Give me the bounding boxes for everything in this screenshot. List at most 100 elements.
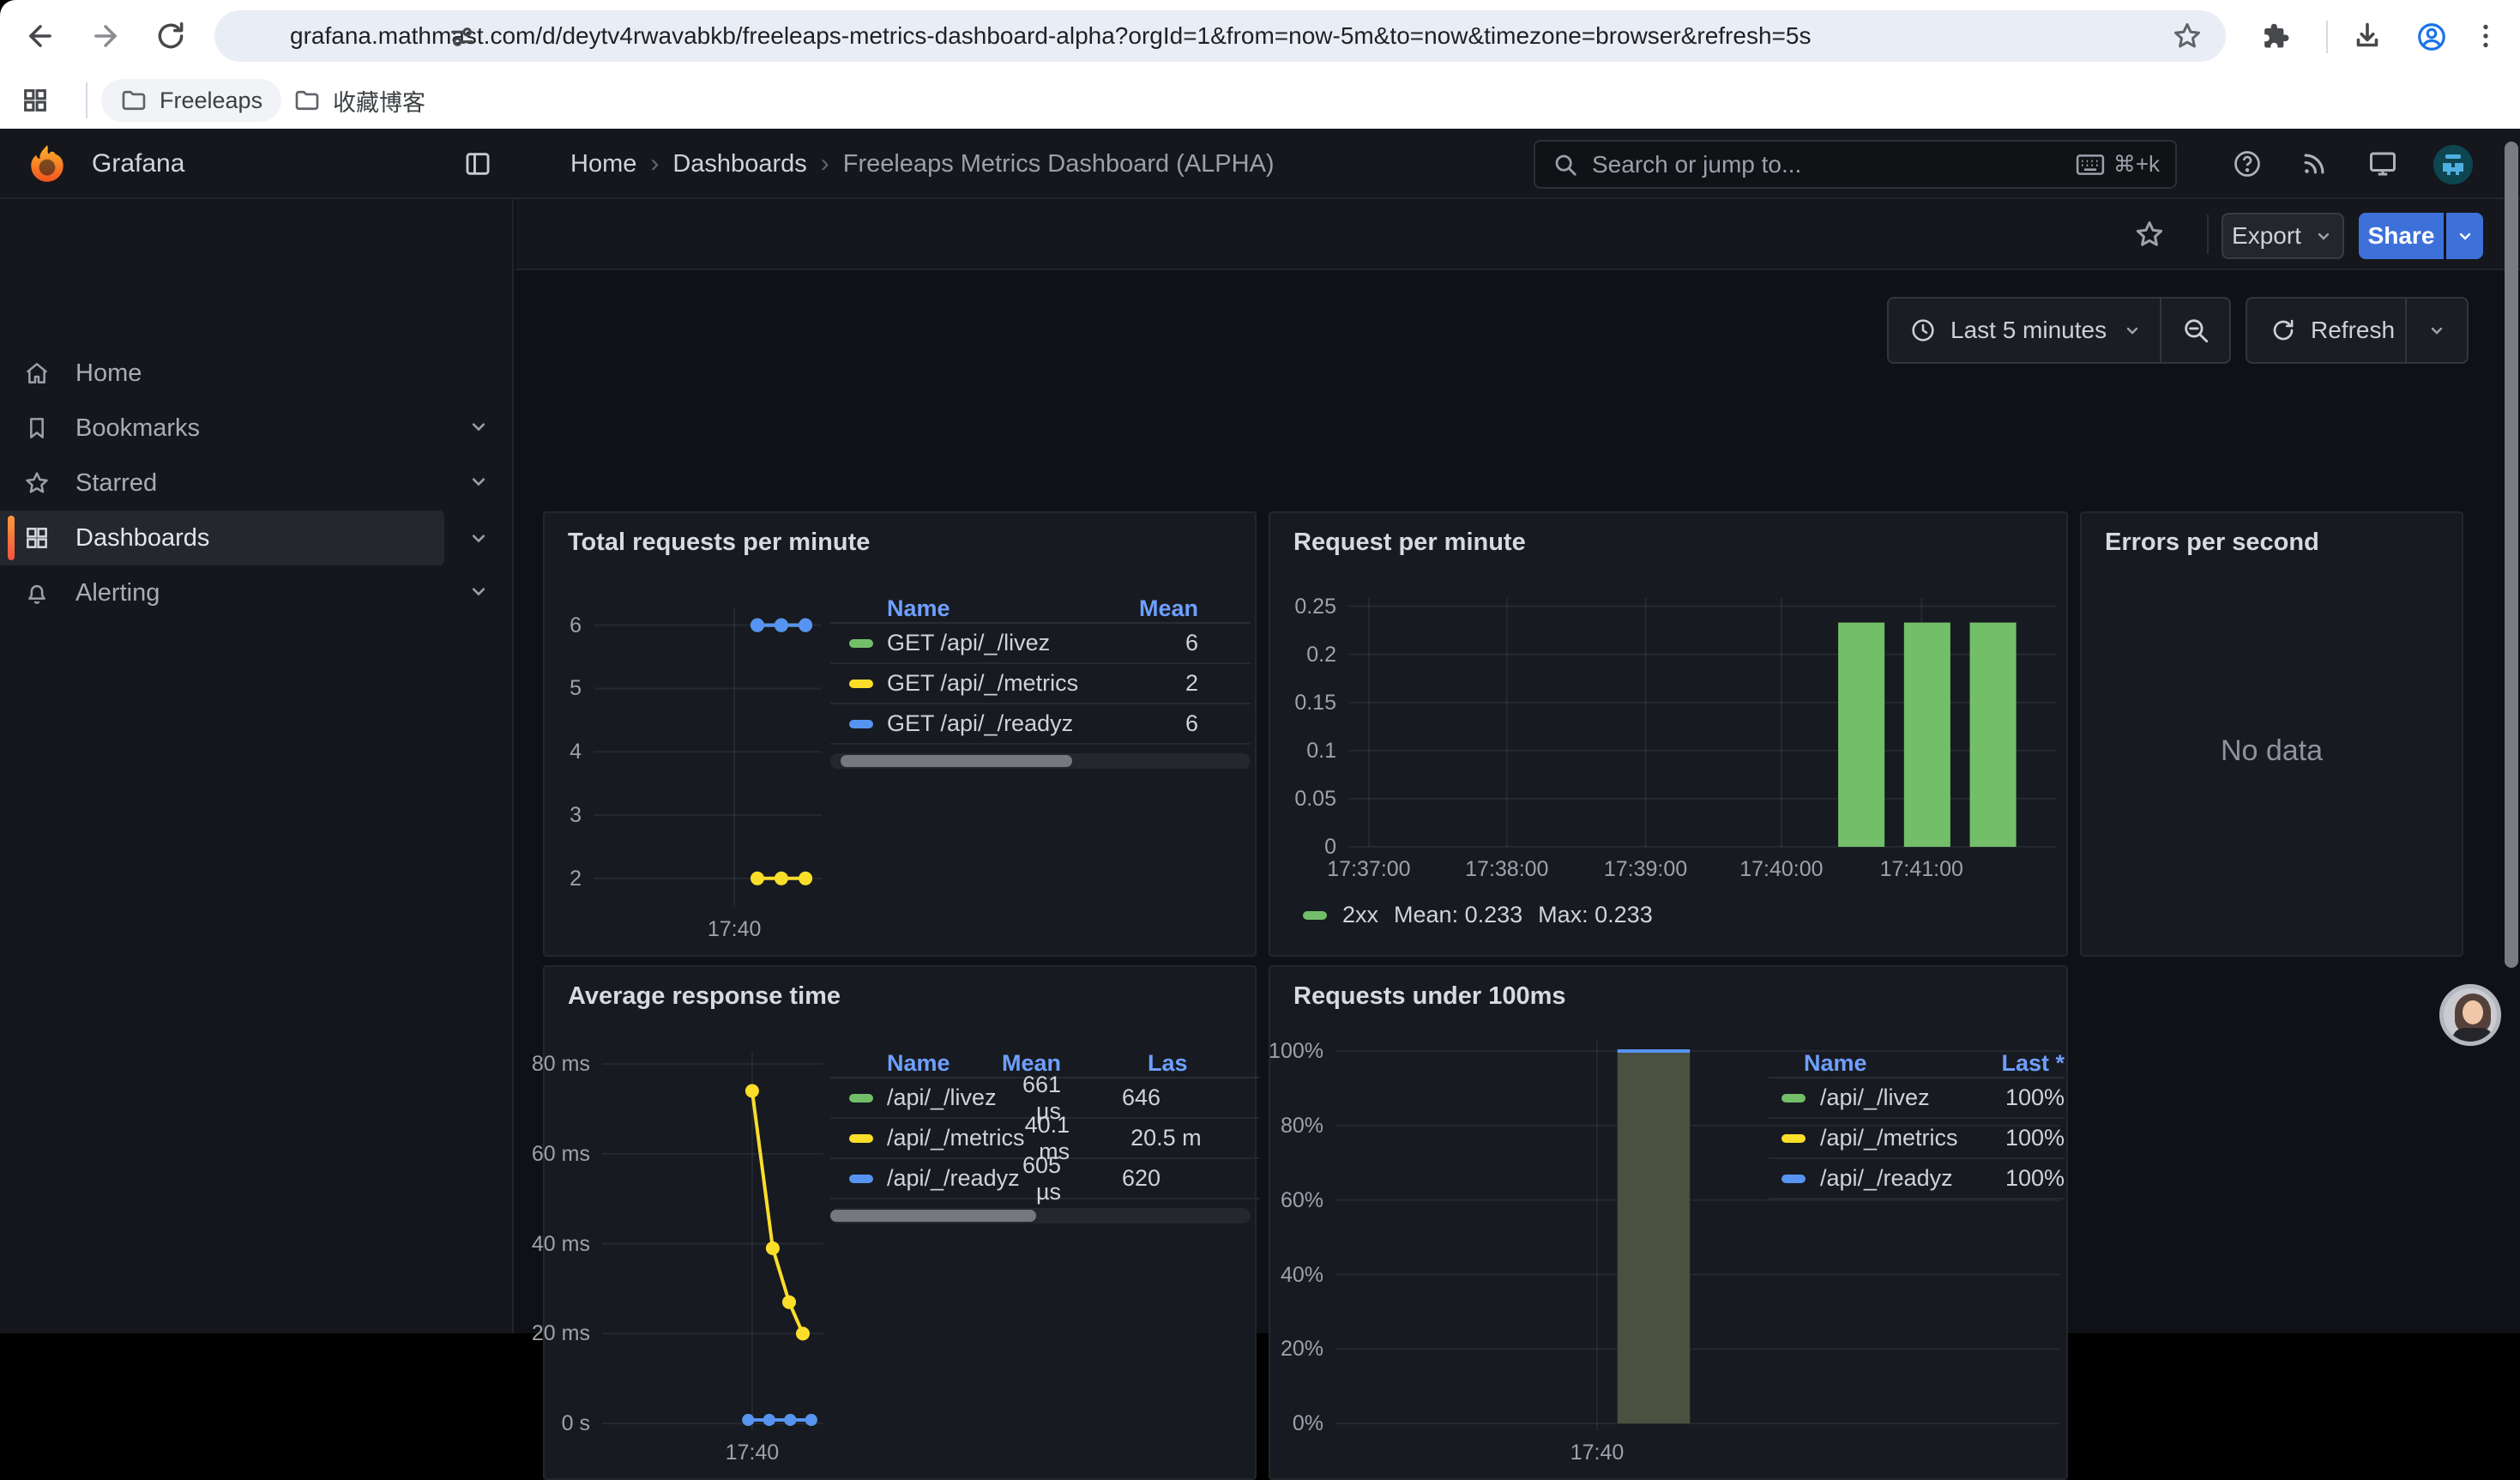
sidebar-item-label: Bookmarks — [75, 414, 201, 442]
panel-request-per-minute[interactable]: Request per minute 0 0.05 0.1 0.15 0.2 0.25 17… — [1269, 511, 2068, 957]
legend-row[interactable]: /api/_/metrics 100% — [1769, 1119, 2065, 1159]
refresh-button[interactable]: Refresh — [2246, 297, 2469, 364]
col-mean[interactable]: Mean — [1001, 1050, 1061, 1076]
line-chart[interactable]: 2 3 4 5 6 17:40 — [570, 607, 822, 941]
brand-name[interactable]: Grafana — [92, 149, 185, 178]
panel-title[interactable]: Average response time — [568, 982, 841, 1010]
reload-icon[interactable] — [154, 20, 187, 52]
col-last[interactable]: Las — [1148, 1050, 1188, 1076]
col-name[interactable]: Name — [1804, 1050, 1867, 1076]
legend-row[interactable]: /api/_/livez 661 µs 646 — [830, 1072, 1259, 1124]
page-scrollbar[interactable] — [2505, 142, 2518, 968]
legend-row[interactable]: /api/_/metrics 40.1 ms 20.5 m — [830, 1112, 1259, 1164]
legend-header: Name Mean Las — [830, 1050, 1259, 1078]
series-last: 100% — [2005, 1084, 2065, 1110]
legend-header: Name Last * — [1769, 1050, 2065, 1078]
url-text[interactable]: grafana.mathmast.com/d/deytv4rwavabkb/fr… — [290, 22, 1812, 49]
chevron-down-icon[interactable] — [467, 579, 491, 607]
address-bar[interactable]: grafana.mathmast.com/d/deytv4rwavabkb/fr… — [214, 10, 2226, 62]
legend-row[interactable]: GET /api/_/readyz 6 — [830, 704, 1251, 745]
site-info-icon[interactable] — [448, 22, 477, 56]
sidebar-item-dashboards[interactable]: Dashboards — [0, 510, 444, 565]
legend-scrollbar[interactable] — [830, 1208, 1251, 1223]
forward-icon[interactable] — [89, 20, 122, 52]
news-rss-icon[interactable] — [2288, 129, 2340, 199]
legend-rows: /api/_/livez 661 µs 646 /api/_/metrics 4… — [830, 1072, 1259, 1205]
browser-menu-icon[interactable] — [2470, 21, 2501, 51]
profile-icon[interactable] — [2415, 21, 2448, 53]
breadcrumb-dashboards[interactable]: Dashboards — [672, 149, 807, 178]
panel-total-requests[interactable]: Total requests per minute 2 3 4 5 6 17:40 Nam… — [543, 511, 1257, 957]
panel-title[interactable]: Request per minute — [1293, 529, 1526, 556]
panel-errors-per-second[interactable]: Errors per second No data — [2080, 511, 2463, 957]
keyboard-icon — [2076, 154, 2104, 175]
bookmark-folder-freeleaps[interactable]: Freeleaps — [101, 79, 282, 122]
share-menu-button[interactable] — [2446, 213, 2483, 259]
panel-title[interactable]: Total requests per minute — [568, 529, 871, 556]
search-input[interactable]: Search or jump to... ⌘+k — [1534, 140, 2177, 189]
zoom-out-icon[interactable] — [2161, 316, 2229, 345]
grafana-logo[interactable] — [26, 142, 69, 190]
col-name[interactable]: Name — [887, 1050, 950, 1076]
series-name: GET /api/_/metrics — [887, 670, 1079, 696]
panel-title[interactable]: Errors per second — [2105, 529, 2319, 556]
series-name[interactable]: 2xx — [1342, 902, 1379, 927]
series-name: /api/_/metrics — [887, 1125, 1025, 1151]
share-button[interactable]: Share — [2359, 213, 2444, 259]
help-icon[interactable] — [2222, 129, 2273, 199]
panel-average-response-time[interactable]: Average response time 0 s 20 ms 40 ms 60 ms… — [532, 965, 1259, 1480]
sidebar-item-home[interactable]: Home — [0, 346, 514, 401]
home-icon — [23, 359, 51, 387]
legend-table: Name Last * /api/_/livez 100% /api/_/met… — [1769, 1050, 2065, 1199]
col-last[interactable]: Last * — [2001, 1050, 2065, 1076]
legend-row[interactable]: GET /api/_/livez 6 — [830, 624, 1251, 664]
legend-row[interactable]: /api/_/livez 100% — [1769, 1078, 2065, 1119]
kiosk-monitor-icon[interactable] — [2357, 129, 2408, 199]
chart-legend: 2xx Mean: 0.233 Max: 0.233 — [1303, 902, 1653, 928]
chevron-down-icon[interactable] — [467, 526, 491, 554]
chevron-down-icon[interactable] — [467, 414, 491, 443]
col-name[interactable]: Name — [887, 595, 950, 621]
sidebar-item-label: Dashboards — [75, 523, 210, 552]
export-button[interactable]: Export — [2222, 213, 2344, 259]
toolbar-divider — [2326, 21, 2328, 53]
extensions-icon[interactable] — [2259, 21, 2290, 51]
legend-row[interactable]: /api/_/readyz 605 µs 620 — [830, 1152, 1259, 1205]
legend-row[interactable]: /api/_/readyz 100% — [1769, 1159, 2065, 1199]
refresh-interval-dropdown[interactable] — [2407, 320, 2467, 341]
sidebar-item-alerting[interactable]: Alerting — [0, 565, 514, 620]
panel-title[interactable]: Requests under 100ms — [1293, 982, 1566, 1010]
clock-icon — [1909, 317, 1937, 344]
assistant-avatar[interactable] — [2439, 984, 2501, 1046]
col-mean[interactable]: Mean — [1138, 595, 1198, 621]
back-icon[interactable] — [24, 20, 57, 52]
bookmark-star-icon[interactable] — [2172, 21, 2203, 56]
time-range-picker[interactable]: Last 5 minutes — [1887, 297, 2231, 364]
legend-scrollbar[interactable] — [830, 753, 1251, 769]
breadcrumb-home[interactable]: Home — [570, 149, 637, 178]
download-icon[interactable] — [2352, 21, 2383, 51]
series-name: /api/_/readyz — [1820, 1165, 1953, 1191]
sidebar-item-starred[interactable]: Starred — [0, 456, 514, 510]
bookmark-label: 收藏博客 — [333, 89, 425, 116]
legend-table: Name Mean GET /api/_/livez 6 GET /api/_/… — [830, 595, 1251, 769]
series-name: /api/_/livez — [887, 1084, 997, 1110]
search-icon — [1552, 152, 1578, 178]
dock-sidebar-icon[interactable] — [463, 149, 492, 183]
series-last: 100% — [2005, 1125, 2065, 1151]
legend-row[interactable]: GET /api/_/metrics 2 — [830, 664, 1251, 704]
chevron-down-icon[interactable] — [467, 469, 491, 498]
series-swatch — [1303, 910, 1327, 920]
line-chart[interactable]: 0 s 20 ms 40 ms 60 ms 80 ms 17:40 — [532, 1052, 823, 1465]
panel-requests-under-100ms[interactable]: Requests under 100ms 0% 20% 40% 60% 80% 100% 1… — [1269, 965, 2068, 1480]
sidebar-item-bookmarks[interactable]: Bookmarks — [0, 401, 514, 456]
favorite-star-icon[interactable] — [2133, 218, 2166, 255]
bookmark-label: Freeleaps — [160, 87, 263, 113]
user-avatar[interactable] — [2433, 144, 2474, 190]
series-name: GET /api/_/readyz — [887, 710, 1074, 736]
bar-chart[interactable]: 0 0.05 0.1 0.15 0.2 0.25 17:37:00 17:38:00 17:39… — [1294, 595, 2056, 881]
button-divider — [2160, 299, 2162, 362]
bookmark-folder-blogs[interactable]: 收藏博客 — [274, 79, 444, 122]
chevron-down-icon — [2459, 233, 2470, 240]
apps-grid-icon[interactable] — [21, 86, 50, 115]
